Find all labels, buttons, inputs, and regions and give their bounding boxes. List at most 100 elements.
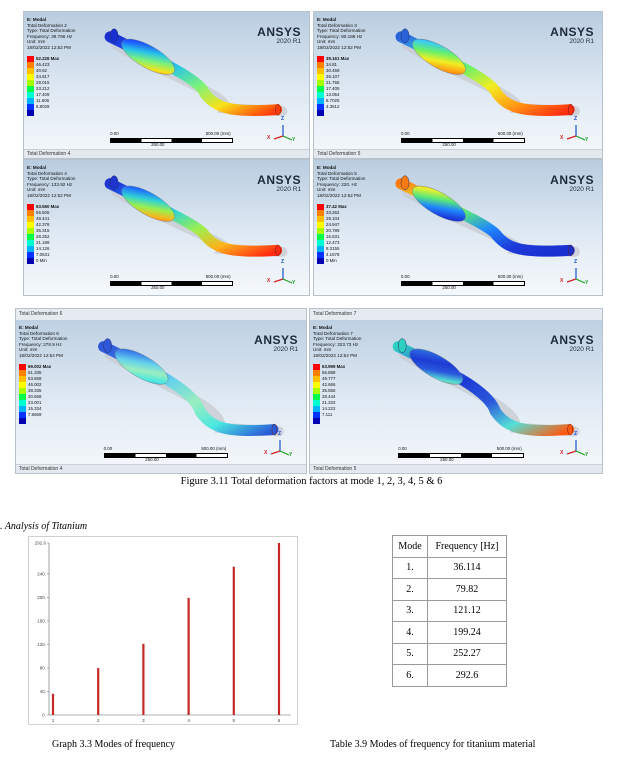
legend-value: 20.789 — [326, 228, 340, 233]
scale-zero: 0.00 — [401, 131, 410, 136]
legend-swatch — [27, 210, 34, 216]
legend-value: 38.335 — [28, 388, 42, 393]
scale-zero: 0.00 — [398, 446, 407, 451]
legend-swatch — [317, 210, 324, 216]
scale-mid: 250.00 — [442, 142, 456, 147]
legend-value: 49.441 — [36, 216, 50, 221]
panel-footer-tab[interactable]: Total Deformation 4 — [24, 149, 309, 158]
legend-swatch — [27, 240, 34, 246]
analysis-name: E: Modal — [27, 165, 47, 170]
table-cell-mode: 4. — [392, 621, 428, 644]
legend-row: 16.631 — [317, 234, 347, 240]
legend-swatch — [27, 110, 34, 116]
legend-value: 0 Min — [326, 258, 337, 263]
info-line: Frequency: 80.188 Hz — [317, 33, 363, 39]
legend-row: 35.555 — [313, 388, 345, 394]
axis-label-z: Z — [278, 431, 282, 437]
info-line: Total Deformation 2 — [27, 22, 67, 28]
table-cell-mode: 2. — [392, 578, 428, 601]
legend-row: 33.262 — [317, 210, 347, 216]
coordinate-triad: Z X Y — [560, 259, 588, 289]
panel-footer-tab[interactable]: Total Deformation 5 — [314, 149, 602, 158]
legend-value: 35.315 — [36, 228, 50, 233]
info-line: Total Deformation 6 — [19, 330, 59, 336]
ansys-brand: ANSYS — [550, 25, 594, 39]
scale-mid: 250.00 — [151, 285, 165, 290]
coordinate-triad: Z X Y — [267, 259, 295, 289]
legend-swatch — [317, 240, 324, 246]
legend-row: 7.0631 — [27, 252, 59, 258]
legend-swatch — [317, 228, 324, 234]
legend-swatch — [19, 394, 26, 400]
legend-value: 37.42 Max — [326, 204, 347, 209]
legend-row: 17.405 — [317, 86, 349, 92]
legend-swatch — [313, 412, 320, 418]
legend-swatch — [19, 382, 26, 388]
table-row: 2. 79.82 — [392, 578, 507, 601]
axis-label-x: X — [560, 450, 564, 456]
table-cell-frequency: 79.82 — [427, 578, 507, 601]
legend-row: 24.947 — [317, 222, 347, 228]
legend-row: 4.1578 — [317, 252, 347, 258]
legend-value: 40.62 — [36, 68, 47, 73]
info-line: Total Deformation 5 — [317, 170, 357, 176]
ansys-logo: ANSYS 2020 R1 — [257, 174, 301, 194]
legend-row: 46.423 — [27, 62, 59, 68]
scale-mid: 250.00 — [440, 457, 454, 462]
legend-swatch — [19, 388, 26, 394]
table-row: 1. 36.114 — [392, 556, 507, 579]
info-line: 18/02/2022 12:54 PM — [19, 352, 63, 358]
table-cell-frequency: 252.27 — [427, 642, 507, 665]
legend-value: 42.666 — [322, 382, 336, 387]
legend-row: 26.107 — [317, 74, 349, 80]
info-line: Unit: mm — [19, 347, 38, 353]
legend-swatch — [19, 364, 26, 370]
info-line: Frequency: 133.92 Hz — [27, 181, 73, 187]
legend-value: 21.333 — [322, 400, 336, 405]
panel-footer-tab[interactable]: Total Deformation 5 — [310, 464, 602, 473]
section-title: . Analysis of Titanium — [0, 521, 88, 532]
y-tick-label: 40. — [40, 689, 46, 694]
legend-value: 26.107 — [326, 74, 340, 79]
legend-swatch — [19, 418, 26, 424]
axis-label-x: X — [560, 135, 564, 141]
coordinate-triad: Z X Y — [560, 116, 588, 146]
scale-bar-line — [110, 281, 233, 286]
legend-swatch — [313, 376, 320, 382]
legend-row: 12.473 — [317, 240, 347, 246]
info-line: Total Deformation 3 — [317, 22, 357, 28]
legend-value: 52.226 Max — [36, 56, 60, 61]
legend-swatch — [313, 406, 320, 412]
result-panel-2: Total Deformation 5 E: Modal Total Deforma… — [313, 11, 603, 159]
legend-swatch — [313, 400, 320, 406]
legend-row: 39.161 Max — [317, 56, 349, 62]
deformed-pipe-model — [395, 28, 580, 117]
panel-footer-tab[interactable]: Total Deformation 4 — [16, 464, 306, 473]
legend-row: 21.333 — [313, 400, 345, 406]
legend-value: 8.7025 — [326, 98, 340, 103]
legend-row — [313, 418, 345, 424]
bar-mode-5 — [232, 566, 235, 715]
legend-row: 40.62 — [27, 68, 59, 74]
legend-value: 30.668 — [28, 394, 42, 399]
scale-bar-line — [110, 138, 233, 143]
legend-row: 61.335 — [19, 370, 51, 376]
analysis-name: E: Modal — [317, 165, 337, 170]
legend-value: 63.999 Max — [322, 364, 346, 369]
legend-value: 29.104 — [326, 216, 340, 221]
legend-row: 7.111 — [313, 412, 345, 418]
table-cell-frequency: 292.6 — [427, 664, 507, 687]
x-tick-label: 2 — [97, 718, 100, 723]
legend-swatch — [317, 204, 324, 210]
legend-swatch — [27, 246, 34, 252]
legend-swatch — [27, 98, 34, 104]
result-panel-1: Total Deformation 4 E: Modal Total Deforma… — [23, 11, 310, 159]
legend-value: 4.1578 — [326, 252, 340, 257]
legend-value: 29.015 — [36, 80, 50, 85]
analysis-name: E: Modal — [313, 325, 333, 330]
legend-value: 30.459 — [326, 68, 340, 73]
result-panel-4: E: Modal Total Deformation 5 Type: Total D… — [313, 159, 603, 296]
legend-row: 49.777 — [313, 376, 345, 382]
ansys-logo: ANSYS 2020 R1 — [550, 26, 594, 46]
legend-row: 35.315 — [27, 228, 59, 234]
